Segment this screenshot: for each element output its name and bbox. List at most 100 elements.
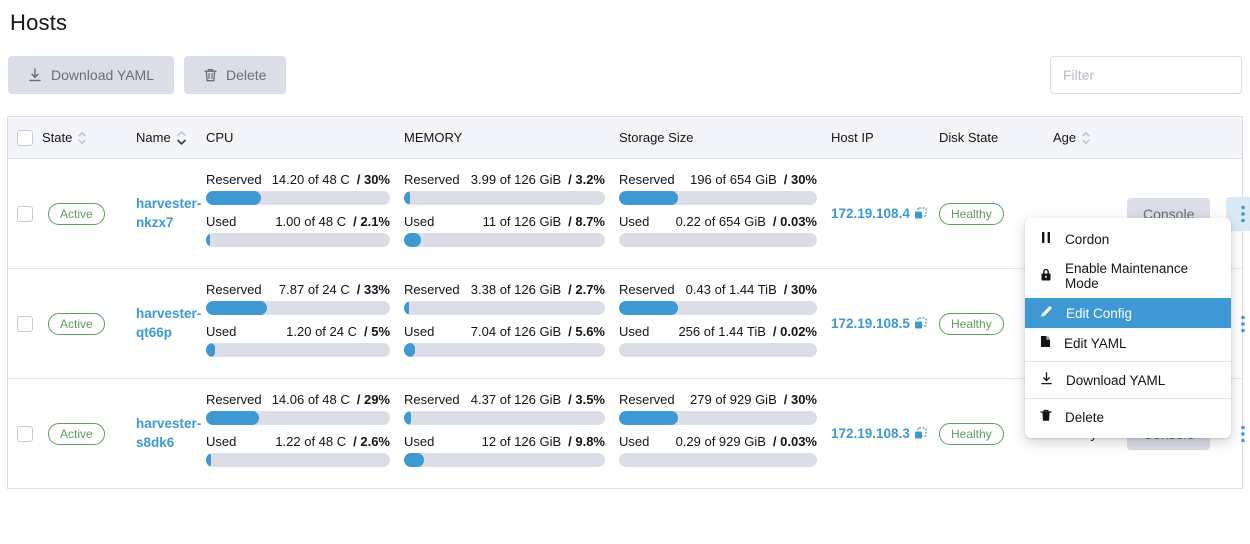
reserved-bar: [206, 191, 390, 205]
used-label: Used: [404, 214, 435, 229]
menu-item-edit-yaml[interactable]: Edit YAML: [1025, 328, 1231, 358]
used-bar: [404, 233, 605, 247]
reserved-value: 14.20 of 48 C: [271, 172, 350, 187]
header-memory[interactable]: MEMORY: [404, 130, 619, 145]
used-line: Used 11 of 126 GiB / 8.7%: [404, 214, 605, 229]
used-line: Used 1.00 of 48 C / 2.1%: [206, 214, 390, 229]
used-bar-fill: [206, 233, 210, 247]
row-checkbox-cell: [8, 425, 42, 442]
host-name-link[interactable]: harvester-qt66p: [136, 306, 202, 340]
menu-item-label: Download YAML: [1066, 372, 1166, 388]
cpu-cell: Reserved 14.06 of 48 C / 29% Used 1.22 of 4…: [206, 391, 404, 476]
reserved-pct: / 30%: [356, 172, 390, 187]
reserved-bar-fill: [619, 301, 679, 315]
host-ip-cell: 172.19.108.5: [831, 316, 939, 331]
select-all-checkbox[interactable]: [17, 129, 33, 146]
header-storage-label: Storage Size: [619, 130, 694, 145]
reserved-bar-fill: [404, 191, 411, 205]
used-bar: [404, 343, 605, 357]
reserved-pct: / 30%: [783, 282, 817, 297]
used-label: Used: [619, 434, 650, 449]
header-disk-state[interactable]: Disk State: [939, 130, 1053, 145]
row-checkbox[interactable]: [17, 205, 33, 222]
storage-cell: Reserved 196 of 654 GiB / 30% Used 0.22 of …: [619, 171, 831, 256]
reserved-line: Reserved 4.37 of 126 GiB / 3.5%: [404, 392, 605, 407]
filter-input[interactable]: [1050, 56, 1242, 94]
used-value: 256 of 1.44 TiB: [678, 324, 766, 339]
reserved-label: Reserved: [206, 392, 262, 407]
reserved-pct: / 3.5%: [568, 392, 605, 407]
storage-cell: Reserved 0.43 of 1.44 TiB / 30% Used 256 of…: [619, 281, 831, 366]
menu-item-download-yaml[interactable]: Download YAML: [1025, 365, 1231, 395]
reserved-pct: / 30%: [783, 392, 817, 407]
reserved-bar-fill: [206, 191, 262, 205]
host-name-link[interactable]: harvester-nkzx7: [136, 196, 202, 230]
reserved-line: Reserved 0.43 of 1.44 TiB / 30%: [619, 282, 817, 297]
header-host-ip[interactable]: Host IP: [831, 130, 939, 145]
used-pct: / 0.02%: [772, 324, 817, 339]
header-name[interactable]: Name: [136, 130, 206, 145]
header-age[interactable]: Age: [1053, 130, 1127, 145]
row-actions-menu-button[interactable]: [1226, 307, 1250, 341]
reserved-bar: [404, 301, 605, 315]
memory-cell: Reserved 4.37 of 126 GiB / 3.5% Used 12 of …: [404, 391, 619, 476]
menu-item-enable-maintenance-mode[interactable]: Enable Maintenance Mode: [1025, 254, 1231, 298]
copy-icon[interactable]: [914, 317, 927, 330]
reserved-label: Reserved: [619, 392, 675, 407]
reserved-label: Reserved: [206, 282, 262, 297]
delete-label: Delete: [225, 67, 267, 83]
select-all-checkbox-cell: [8, 129, 42, 146]
reserved-bar: [206, 301, 390, 315]
row-actions-menu-button[interactable]: [1226, 196, 1250, 231]
status-badge: Active: [48, 312, 105, 335]
host-name-link[interactable]: harvester-s8dk6: [136, 416, 202, 450]
disk-state-cell: Healthy: [939, 422, 1053, 445]
used-line: Used 1.22 of 48 C / 2.6%: [206, 434, 390, 449]
row-checkbox[interactable]: [17, 425, 33, 442]
reserved-line: Reserved 279 of 929 GiB / 30%: [619, 392, 817, 407]
row-actions-menu-button[interactable]: [1226, 417, 1250, 451]
reserved-bar: [404, 411, 605, 425]
table-row: Active harvester-nkzx7 Reserved 14.20 of …: [8, 159, 1250, 269]
sort-desc-icon: [176, 130, 187, 145]
used-pct: / 2.1%: [353, 214, 390, 229]
reserved-pct: / 29%: [356, 392, 390, 407]
header-host-ip-label: Host IP: [831, 130, 874, 145]
reserved-label: Reserved: [404, 282, 460, 297]
row-checkbox[interactable]: [17, 315, 33, 332]
reserved-value: 4.37 of 126 GiB: [470, 392, 562, 407]
used-line: Used 12 of 126 GiB / 9.8%: [404, 434, 605, 449]
menu-item-label: Delete: [1065, 409, 1105, 425]
used-value: 0.22 of 654 GiB: [675, 214, 766, 229]
used-bar: [206, 343, 390, 357]
download-yaml-button[interactable]: Download YAML: [8, 56, 174, 94]
menu-item-cordon[interactable]: Cordon: [1025, 224, 1231, 254]
page-title: Hosts: [10, 10, 68, 35]
reserved-bar-fill: [619, 411, 679, 425]
copy-icon[interactable]: [914, 427, 927, 440]
host-ip-cell: 172.19.108.4: [831, 206, 939, 221]
delete-button[interactable]: Delete: [183, 56, 287, 94]
memory-cell: Reserved 3.38 of 126 GiB / 2.7% Used 7.04 o…: [404, 281, 619, 366]
header-memory-label: MEMORY: [404, 130, 463, 145]
reserved-value: 196 of 654 GiB: [690, 172, 777, 187]
state-cell: Active: [42, 422, 136, 445]
header-cpu[interactable]: CPU: [206, 130, 404, 145]
header-state[interactable]: State: [42, 130, 136, 145]
download-yaml-label: Download YAML: [51, 67, 154, 83]
cpu-cell: Reserved 14.20 of 48 C / 30% Used 1.00 of 4…: [206, 171, 404, 256]
menu-item-delete[interactable]: Delete: [1025, 402, 1231, 432]
used-pct: / 0.03%: [772, 434, 817, 449]
copy-icon[interactable]: [914, 207, 927, 220]
status-badge: Active: [48, 202, 105, 225]
reserved-bar: [619, 411, 817, 425]
used-bar: [619, 343, 817, 357]
reserved-bar-fill: [619, 191, 679, 205]
used-pct: / 2.6%: [353, 434, 390, 449]
used-label: Used: [619, 324, 650, 339]
used-pct: / 5%: [363, 324, 390, 339]
header-storage[interactable]: Storage Size: [619, 130, 831, 145]
menu-item-edit-config[interactable]: Edit Config: [1025, 298, 1231, 328]
toolbar: Download YAML Delete: [8, 56, 1242, 94]
header-state-label: State: [42, 130, 73, 145]
